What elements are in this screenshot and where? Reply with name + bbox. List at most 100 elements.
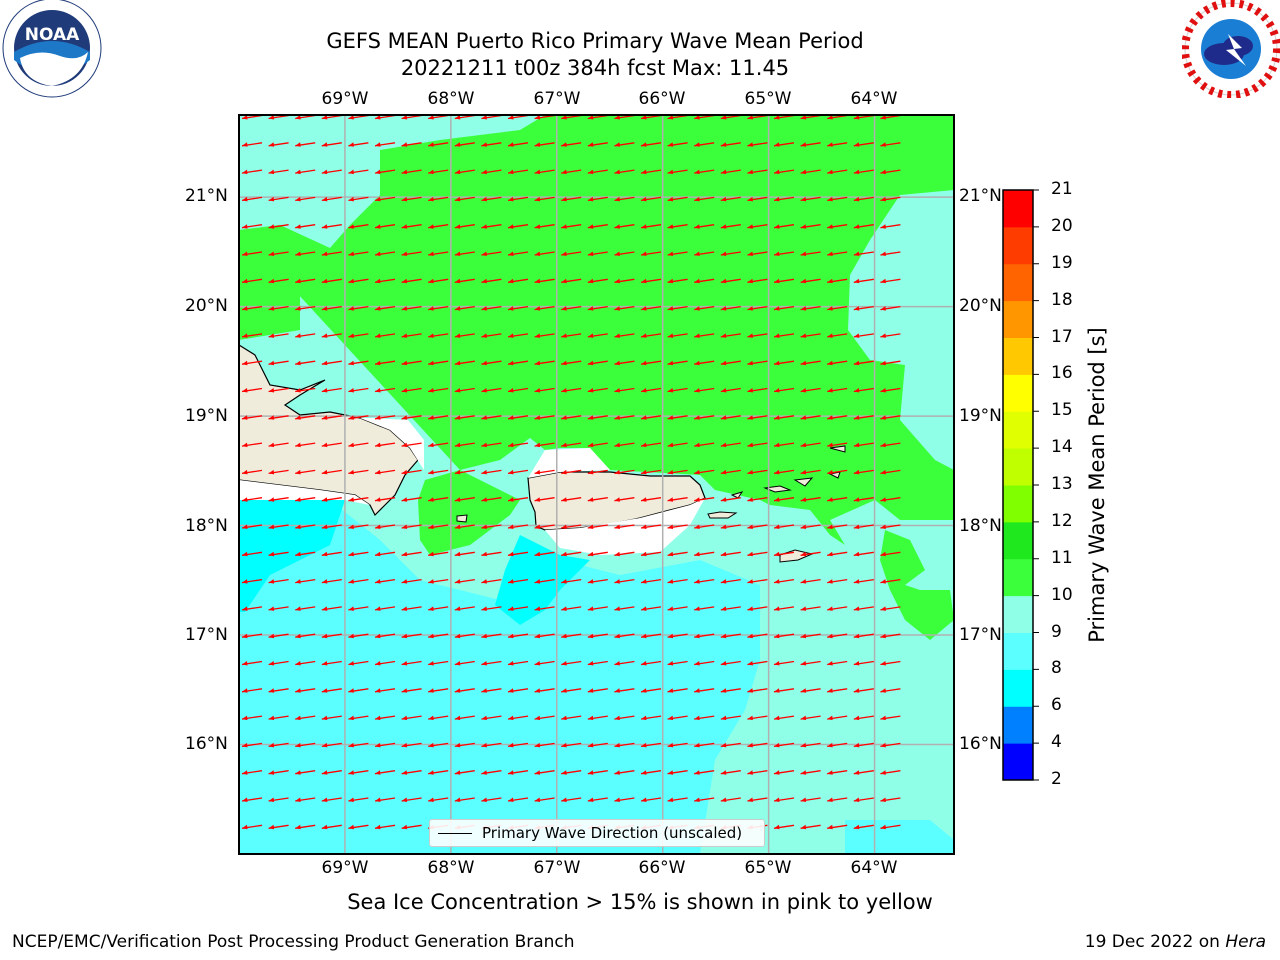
wave-direction-arrowhead — [774, 551, 780, 557]
wave-direction-arrowhead — [720, 360, 727, 366]
wave-direction-arrowhead — [242, 469, 248, 475]
field-8-9s — [239, 500, 760, 854]
wave-direction-arrowhead — [774, 360, 780, 366]
wave-direction-arrowhead — [375, 824, 381, 830]
wave-direction-arrowhead — [401, 142, 408, 147]
lat-label-left-20n: 20°N — [185, 296, 228, 316]
wave-direction-arrowhead — [375, 306, 381, 311]
wave-direction-arrowhead — [747, 497, 753, 502]
colorbar-tick-label: 21 — [1051, 179, 1073, 199]
wave-direction-arrowhead — [375, 497, 381, 502]
wave-direction-arrowhead — [694, 388, 700, 393]
wave-direction-arrowhead — [321, 251, 328, 256]
wave-direction-arrowhead — [508, 415, 514, 420]
wave-direction-arrowhead — [800, 579, 807, 584]
wave-direction-arrowhead — [428, 551, 434, 557]
wave-direction-arrowhead — [747, 442, 753, 448]
wave-direction-arrowhead — [268, 415, 275, 420]
wave-direction-arrowhead — [321, 224, 328, 229]
wave-direction-arrowhead — [454, 770, 461, 775]
wave-direction-arrowhead — [481, 442, 487, 448]
lat-label-right-17n: 17°N — [959, 625, 1002, 645]
wave-direction-arrowhead — [401, 115, 408, 120]
wave-direction-arrowhead — [428, 306, 434, 311]
wave-direction-arrowhead — [827, 442, 833, 448]
colorbar-segment — [1003, 300, 1033, 338]
wave-direction-arrowhead — [774, 715, 780, 721]
wave-direction-arrowhead — [667, 142, 674, 147]
wave-direction-arrowhead — [747, 797, 753, 802]
wave-direction-arrowhead — [454, 278, 461, 284]
wave-direction-arrowhead — [348, 551, 354, 557]
wave-direction-arrowhead — [880, 715, 886, 721]
lat-label-left-18n: 18°N — [185, 516, 228, 536]
vieques-land — [707, 511, 738, 519]
wave-direction-arrowhead — [401, 742, 408, 748]
wave-direction-arrowhead — [242, 115, 248, 120]
wave-direction-arrowhead — [800, 770, 807, 775]
wave-direction-arrowhead — [534, 442, 541, 448]
wave-direction-arrowhead — [880, 415, 886, 420]
wave-direction-arrowhead — [454, 115, 461, 120]
wave-direction-arrowhead — [587, 115, 594, 120]
wave-direction-arrowhead — [348, 142, 354, 147]
wave-direction-arrowhead — [508, 797, 514, 802]
wave-direction-arrowhead — [242, 688, 248, 693]
wave-direction-arrowhead — [348, 388, 354, 393]
wave-direction-arrowhead — [667, 469, 674, 475]
wave-direction-arrowhead — [641, 797, 647, 802]
wave-direction-arrowhead — [295, 142, 301, 147]
wave-direction-arrowhead — [561, 115, 567, 120]
wave-direction-arrowhead — [295, 524, 301, 529]
wave-direction-arrowhead — [587, 551, 594, 557]
virgin-islands-land — [730, 445, 846, 499]
wave-direction-arrowhead — [481, 579, 487, 584]
wave-direction-arrowhead — [242, 715, 248, 721]
wave-direction-arrowhead — [853, 469, 860, 475]
lon-label-bottom-64w: 64°W — [850, 858, 898, 878]
wave-direction-arrowhead — [268, 551, 275, 557]
wave-direction-arrowhead — [375, 551, 381, 557]
wave-direction-arrowhead — [508, 606, 514, 611]
colorbar-segment — [1003, 521, 1033, 560]
wave-direction-arrowhead — [454, 497, 461, 502]
wave-direction-arrowhead — [481, 388, 487, 393]
wave-direction-arrowhead — [561, 196, 567, 202]
wave-direction-arrowhead — [774, 224, 780, 229]
wave-direction-arrowhead — [242, 306, 248, 311]
wave-direction-arrowhead — [694, 442, 700, 448]
wave-direction-arrowhead — [614, 115, 620, 120]
wave-direction-arrowhead — [880, 115, 886, 120]
wave-direction-arrowhead — [321, 497, 328, 502]
wave-direction-arrowhead — [614, 469, 620, 475]
wave-direction-arrowhead — [348, 306, 354, 311]
wave-direction-arrowhead — [561, 224, 567, 229]
wave-direction-arrowhead — [587, 388, 594, 393]
wave-direction-arrowhead — [321, 360, 328, 366]
wave-direction-arrowhead — [774, 388, 780, 393]
wave-direction-arrowhead — [614, 196, 620, 202]
lat-label-right-16n: 16°N — [959, 734, 1002, 754]
wave-direction-arrowhead — [428, 579, 434, 584]
wave-direction-arrowhead — [481, 360, 487, 366]
wave-direction-arrowhead — [481, 688, 487, 693]
wave-direction-arrowhead — [454, 333, 461, 338]
wave-direction-arrowhead — [853, 742, 860, 748]
wave-direction-arrowhead — [508, 115, 514, 120]
wave-direction-arrowhead — [800, 142, 807, 147]
wave-direction-arrowhead — [534, 742, 541, 748]
wave-direction-arrowhead — [534, 224, 541, 229]
wave-direction-arrowhead — [667, 169, 674, 175]
wave-direction-arrowhead — [827, 824, 833, 830]
wave-direction-arrowhead — [268, 524, 275, 529]
colorbar-tick-label: 11 — [1051, 547, 1073, 568]
wave-direction-arrowhead — [827, 224, 833, 229]
field-8-9s-se — [845, 820, 954, 854]
wave-direction-arrowhead — [534, 497, 541, 502]
wave-direction-arrowhead — [428, 715, 434, 721]
wave-direction-arrowhead — [694, 715, 700, 721]
colorbar-tick-label: 16 — [1051, 363, 1073, 384]
colorbar-segment — [1003, 411, 1033, 449]
wave-direction-arrowhead — [481, 469, 487, 475]
wave-direction-arrowhead — [827, 278, 833, 284]
